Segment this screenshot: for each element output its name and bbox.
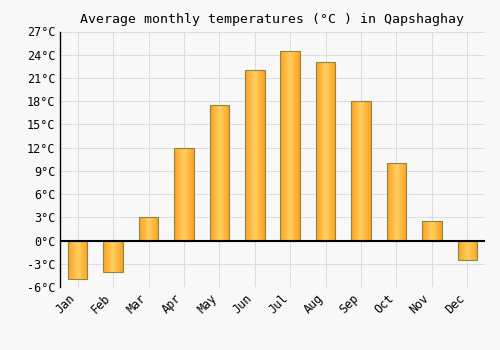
Title: Average monthly temperatures (°C ) in Qapshaghay: Average monthly temperatures (°C ) in Qa… (80, 13, 464, 26)
Bar (458, 240, 477, 260)
Bar (352, 101, 371, 240)
Bar (422, 221, 442, 240)
Bar (280, 51, 300, 240)
Bar (386, 163, 406, 240)
Bar (316, 62, 336, 240)
Bar (104, 240, 123, 272)
Bar (245, 70, 264, 240)
Bar (210, 105, 229, 240)
Bar (68, 240, 87, 279)
Bar (139, 217, 158, 240)
Bar (174, 148, 194, 240)
